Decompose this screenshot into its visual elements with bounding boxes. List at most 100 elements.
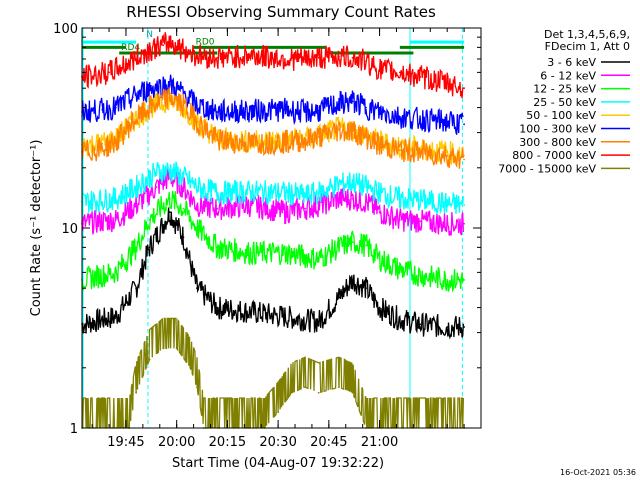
series-2-point-9 [250,204,252,207]
series-4-point-17 [398,197,401,200]
series-4-point-13 [338,183,340,186]
x-tick-label-4: 20:30 [259,435,296,450]
series-9-point-15 [338,386,340,389]
x-tick-label-6: 21:00 [361,435,398,450]
series-7-point-18 [398,149,401,152]
chart-title: RHESSI Observing Summary Count Rates [126,3,436,21]
series-8-point-20 [398,71,401,74]
series-9-point-11 [277,411,280,414]
x-axis-label: Start Time (04-Aug-07 19:32:22) [172,456,384,471]
series-7-point-15 [351,130,354,133]
series-6-point-9 [216,111,219,113]
series-6-point-6 [169,83,171,86]
series-line-9 [82,317,465,429]
series-8-point-23 [463,87,465,90]
series-3-point-11 [317,258,320,260]
x-tick-label-3: 20:15 [209,435,246,450]
series-3-point-17 [419,274,422,277]
series-2-point-10 [283,211,286,214]
series-4-point-9 [250,190,252,193]
series-7-point-7 [182,104,185,107]
series-7-point-19 [419,151,422,153]
series-3-point-14 [365,244,367,247]
series-2-point-4 [155,186,158,189]
series-8-point-12 [250,54,252,57]
y-tick-label-1: 1 [70,422,78,437]
series-6-point-11 [283,108,286,111]
series-6-point-3 [114,106,117,109]
series-7-point-6 [169,96,171,99]
series-2-point-13 [338,197,340,200]
series-9-point-8 [196,386,198,389]
x-tick-label-1: 19:45 [107,435,144,450]
legend-header-line-2: FDecim 1, Att 0 [545,40,630,53]
series-1-point-19 [463,326,465,328]
legend-header-line-1: Det 1,3,4,5,6,9, [544,28,630,41]
series-3-point-16 [398,268,401,271]
series-6 [81,74,465,135]
series-1-point-7 [196,287,198,290]
series-7-point-5 [148,106,151,109]
series-9-point-7 [189,366,192,369]
series-6-point-8 [196,104,198,107]
series-7-point-9 [216,139,219,142]
x-tick-label-2: 20:00 [158,435,195,450]
series-9-point-3 [135,391,138,394]
series-8-point-19 [378,68,381,71]
series-9-point-5 [162,347,165,350]
series-4-point-5 [169,169,171,171]
series-7-point-8 [196,120,198,123]
series-2-point-16 [378,211,381,214]
series-6-point-12 [304,111,307,113]
series-2-point-6 [182,186,185,189]
series-8-point-16 [338,55,340,58]
series-line-6 [81,74,464,135]
series-7-point-12 [304,139,307,142]
series-8-point-8 [182,48,185,51]
series-4-point-4 [155,171,158,174]
series-3-point-9 [250,252,252,254]
series-9-point-16 [351,391,354,394]
x-tick-label-5: 20:45 [310,435,347,450]
series-4-point-8 [216,191,219,194]
series-7-point-10 [250,142,252,145]
series-3-point-12 [338,246,340,249]
series-2-point-12 [317,204,320,207]
series-4-point-3 [135,186,138,189]
series-1-point-9 [250,311,252,313]
series-2-point-3 [135,204,138,207]
series-3-point-8 [216,246,219,249]
series-8-point-18 [365,60,367,63]
series-8-point-5 [148,48,151,51]
series-6-point-13 [317,110,320,112]
series-4-point-16 [378,191,381,194]
series-7-point-17 [378,144,381,146]
series-1-point-11 [317,320,320,323]
series-2-point-14 [351,197,354,200]
series-3-point-18 [446,279,449,281]
series-7-point-14 [338,128,340,131]
series-3-point-15 [378,258,381,260]
series-4-point-19 [446,202,449,205]
series-2-point-2 [114,218,117,221]
plot-area: RD4 RD0 N [81,28,465,429]
series-6-point-2 [101,108,104,111]
series-4-point-10 [283,191,286,194]
series-8-point-6 [162,44,165,47]
series-3-point-2 [114,271,117,274]
series-8-point-14 [304,58,307,60]
series-2-point-8 [216,207,219,210]
legend-label-3: 12 - 25 keV [533,83,596,96]
y-axis-label: Count Rate (s⁻¹ detector⁻¹) [29,140,44,317]
series-7-point-20 [446,154,449,157]
legend-label-8: 800 - 7000 keV [512,149,596,162]
series-3-point-7 [196,227,198,229]
series-line-4 [81,161,465,215]
series-8-point-15 [317,56,320,59]
n-label: N [146,30,153,40]
series-6-point-10 [250,110,252,112]
series-8-point-4 [125,63,127,65]
series-2-point-17 [398,218,401,221]
series-8-point-17 [351,56,354,59]
